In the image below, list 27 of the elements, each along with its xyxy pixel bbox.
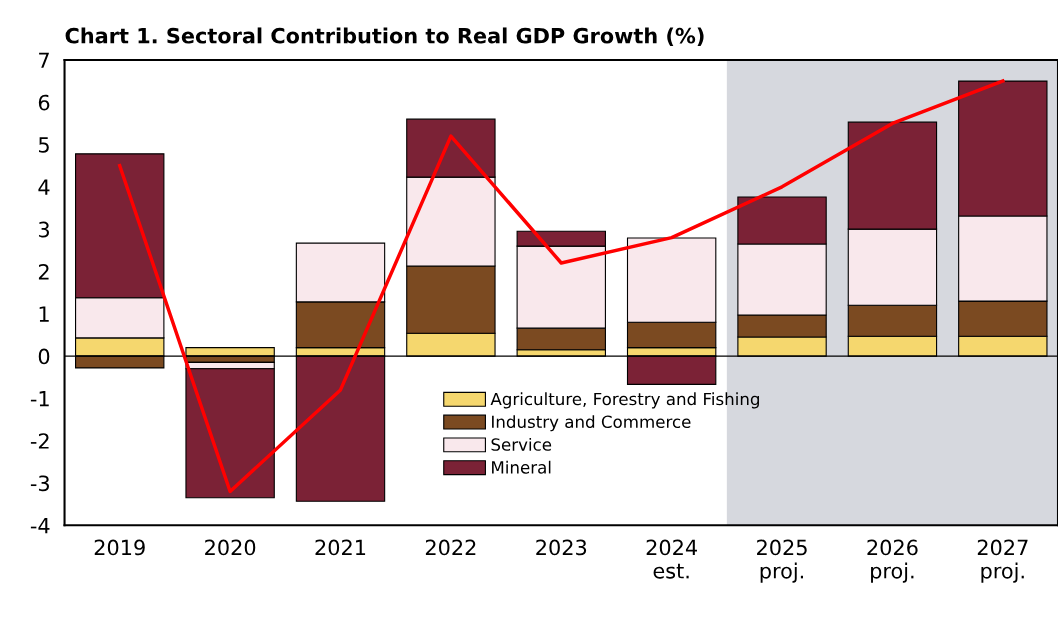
chart-title: Chart 1. Sectoral Contribution to Real GDP Growth (%) (65, 27, 704, 47)
x-tick-label: 2024 est. (646, 539, 697, 579)
y-tick-label: -2 (30, 433, 49, 449)
y-tick-label: -3 (30, 475, 49, 492)
x-tick-label: 2025 proj. (757, 539, 807, 583)
legend-label: Industry and Commerce (492, 415, 691, 432)
y-tick-label: 2 (38, 263, 49, 280)
y-tick-label: -4 (30, 518, 50, 534)
y-tick-label: 5 (39, 137, 49, 153)
x-tick-label: 2026 proj. (867, 539, 918, 583)
x-tick-label: 2027 proj. (977, 539, 1028, 583)
x-tick-label: 2019 (94, 539, 145, 556)
y-tick-label: 7 (39, 52, 49, 68)
legend-label: Agriculture, Forestry and Fishing (490, 392, 759, 409)
y-tick-label: -1 (30, 391, 49, 407)
line-series (117, 79, 1005, 494)
y-tick-label: 1 (39, 306, 49, 322)
x-tick-label: 2022 (425, 539, 476, 556)
y-tick-label: 0 (38, 348, 50, 365)
x-tick-label: 2021 (315, 539, 366, 556)
y-tick-label: 3 (38, 221, 49, 238)
y-tick-label: 4 (38, 179, 50, 195)
x-tick-label: 2023 (536, 539, 587, 556)
y-tick-label: 6 (38, 94, 50, 111)
legend-label: Mineral (492, 460, 551, 474)
legend-label: Service (491, 437, 552, 451)
x-tick-label: 2020 (205, 539, 256, 556)
